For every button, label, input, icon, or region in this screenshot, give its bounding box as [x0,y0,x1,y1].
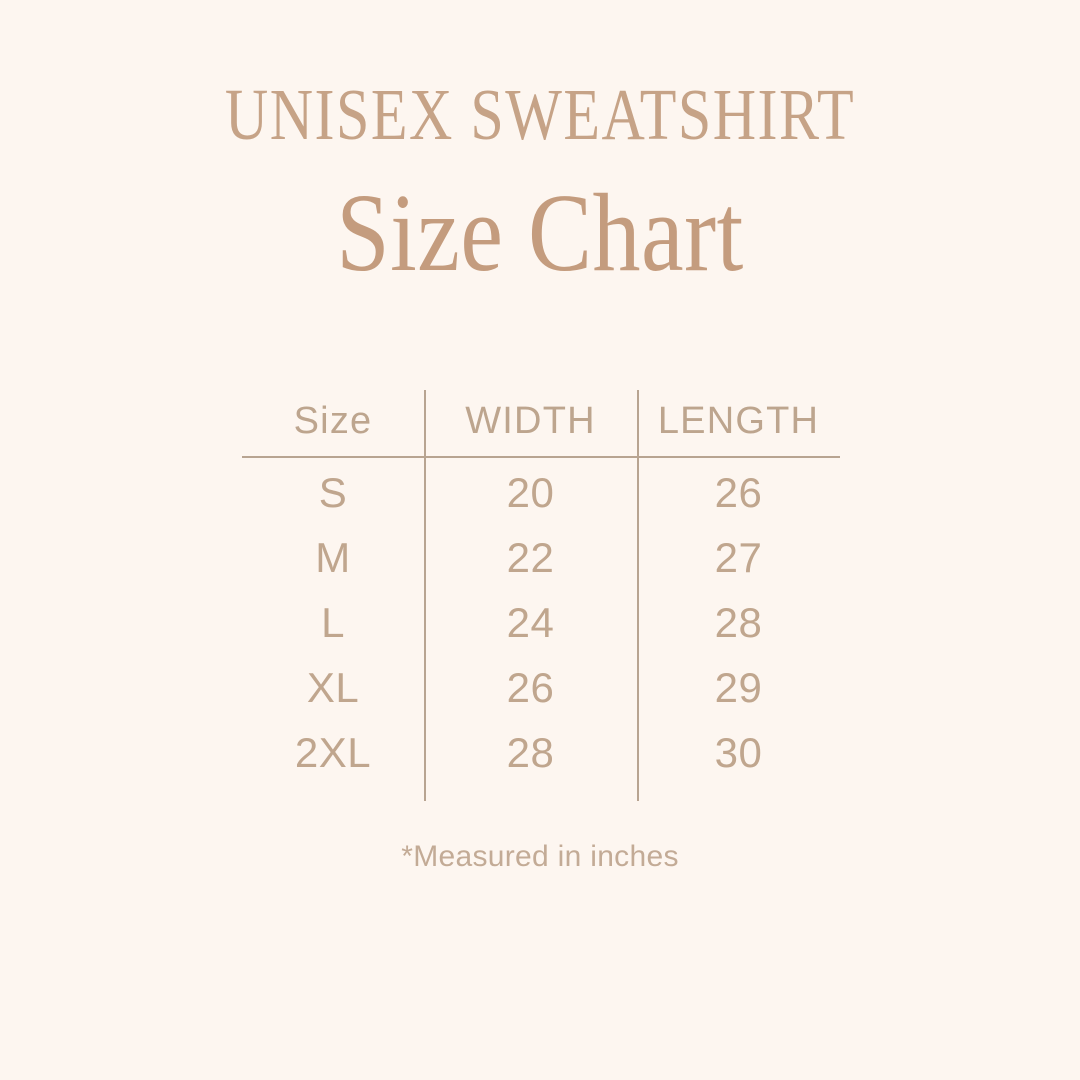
cell-length: 30 [714,728,763,776]
table-body: S 20 26 M 22 27 L 24 28 XL 26 29 [242,460,840,785]
cell-size: S [318,468,348,516]
cell-width: 24 [506,598,555,646]
header-block: UNISEX SWEATSHIRT Size Chart [0,74,1080,288]
cell-width: 28 [506,728,555,776]
page-title: UNISEX SWEATSHIRT [224,74,856,155]
cell-size: M [315,533,351,581]
cell-length: 27 [714,533,763,581]
size-chart-table-wrap: Size WIDTH LENGTH S 20 26 M 22 27 L [242,388,840,803]
table-row: M 22 27 [242,525,840,590]
cell-width: 22 [506,533,555,581]
cell-length: 26 [714,468,763,516]
cell-size: 2XL [294,728,372,776]
table-row: 2XL 28 30 [242,720,840,785]
column-divider-width-length [637,390,639,801]
cell-size: L [321,598,345,646]
cell-length: 28 [714,598,763,646]
cell-width: 20 [506,468,555,516]
measurement-note: *Measured in inches [401,840,679,873]
table-row: XL 26 29 [242,655,840,720]
page-subtitle: Size Chart [336,170,744,295]
table-row: S 20 26 [242,460,840,525]
header-divider-line [242,456,840,458]
table-row: L 24 28 [242,590,840,655]
column-header-length: LENGTH [657,399,820,442]
column-divider-size-width [424,390,426,801]
cell-width: 26 [506,663,555,711]
header-row: Size WIDTH LENGTH [242,388,840,460]
cell-size: XL [306,663,360,711]
column-header-width: WIDTH [465,399,596,442]
column-header-size: Size [293,399,373,442]
table-header: Size WIDTH LENGTH [242,388,840,460]
cell-length: 29 [714,663,763,711]
size-chart-table: Size WIDTH LENGTH S 20 26 M 22 27 L [242,388,840,785]
